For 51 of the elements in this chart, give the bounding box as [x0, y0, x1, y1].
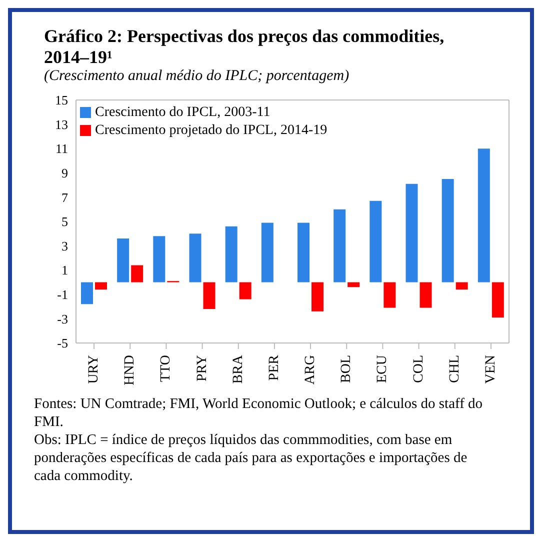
- bar: [348, 282, 360, 288]
- x-tick-label: PRY: [194, 355, 210, 382]
- bar: [312, 282, 324, 312]
- x-tick-label: URY: [86, 355, 102, 384]
- chart-subtitle: (Crescimento anual médio do IPLC; porcentagem): [44, 68, 350, 85]
- bar: [384, 282, 396, 308]
- bar: [95, 282, 107, 290]
- y-tick-label: 13: [55, 116, 68, 132]
- y-tick-label: 5: [62, 214, 68, 230]
- chart-title: Gráfico 2: Perspectivas dos preços das commodities, 2014–19¹: [44, 26, 446, 68]
- x-tick-label: BRA: [230, 354, 246, 384]
- legend-label: Crescimento do IPCL, 2003-11: [95, 105, 270, 120]
- text: Obs: IPLC = índice de preços líquidos das commmodities, com base em ponderações específicas de cada país para as exportações e importações de cada commodity.: [34, 431, 468, 485]
- y-tick-label: -5: [57, 336, 68, 351]
- y-tick-label: 11: [55, 141, 68, 156]
- x-tick-label: PER: [266, 354, 282, 381]
- bar: [456, 282, 468, 290]
- y-tick-label: 1: [62, 262, 68, 278]
- bar: [261, 222, 274, 282]
- bar: [117, 238, 130, 282]
- bar: [478, 148, 490, 282]
- bar: [225, 226, 238, 282]
- bar: [492, 282, 504, 318]
- x-tick-label: TTO: [158, 355, 174, 382]
- x-tick-label: VEN: [483, 355, 498, 384]
- x-tick-label: CHL: [447, 355, 462, 383]
- x-tick-label: ARG: [303, 355, 318, 385]
- bar: [203, 282, 216, 309]
- x-tick-label: ECU: [375, 355, 390, 383]
- bar: [370, 200, 382, 282]
- y-tick-label: -3: [57, 311, 68, 326]
- bar: [131, 265, 144, 282]
- y-tick-label: -1: [57, 287, 68, 302]
- y-tick-label: 15: [55, 92, 68, 108]
- bar: [239, 282, 252, 300]
- bar: [420, 282, 432, 308]
- text: Fontes: UN Comtrade; FMI, World Economic Outlook; e cálculos do staff do FMI.: [34, 395, 484, 431]
- bar: [442, 178, 454, 282]
- y-tick-label: 3: [62, 238, 68, 254]
- bar: [81, 282, 93, 304]
- y-tick-label: 9: [62, 166, 68, 181]
- bar: [189, 234, 202, 282]
- bar: [406, 184, 418, 282]
- x-tick-label: BOL: [339, 355, 354, 383]
- x-tick-label: HND: [122, 355, 138, 386]
- bar: [153, 236, 166, 282]
- bar: [298, 222, 310, 282]
- x-tick-label: COL: [411, 355, 426, 383]
- bar: [334, 209, 346, 282]
- legend-label: Crescimento projetado do IPCL, 2014-19: [95, 123, 328, 138]
- y-tick-label: 7: [62, 190, 68, 205]
